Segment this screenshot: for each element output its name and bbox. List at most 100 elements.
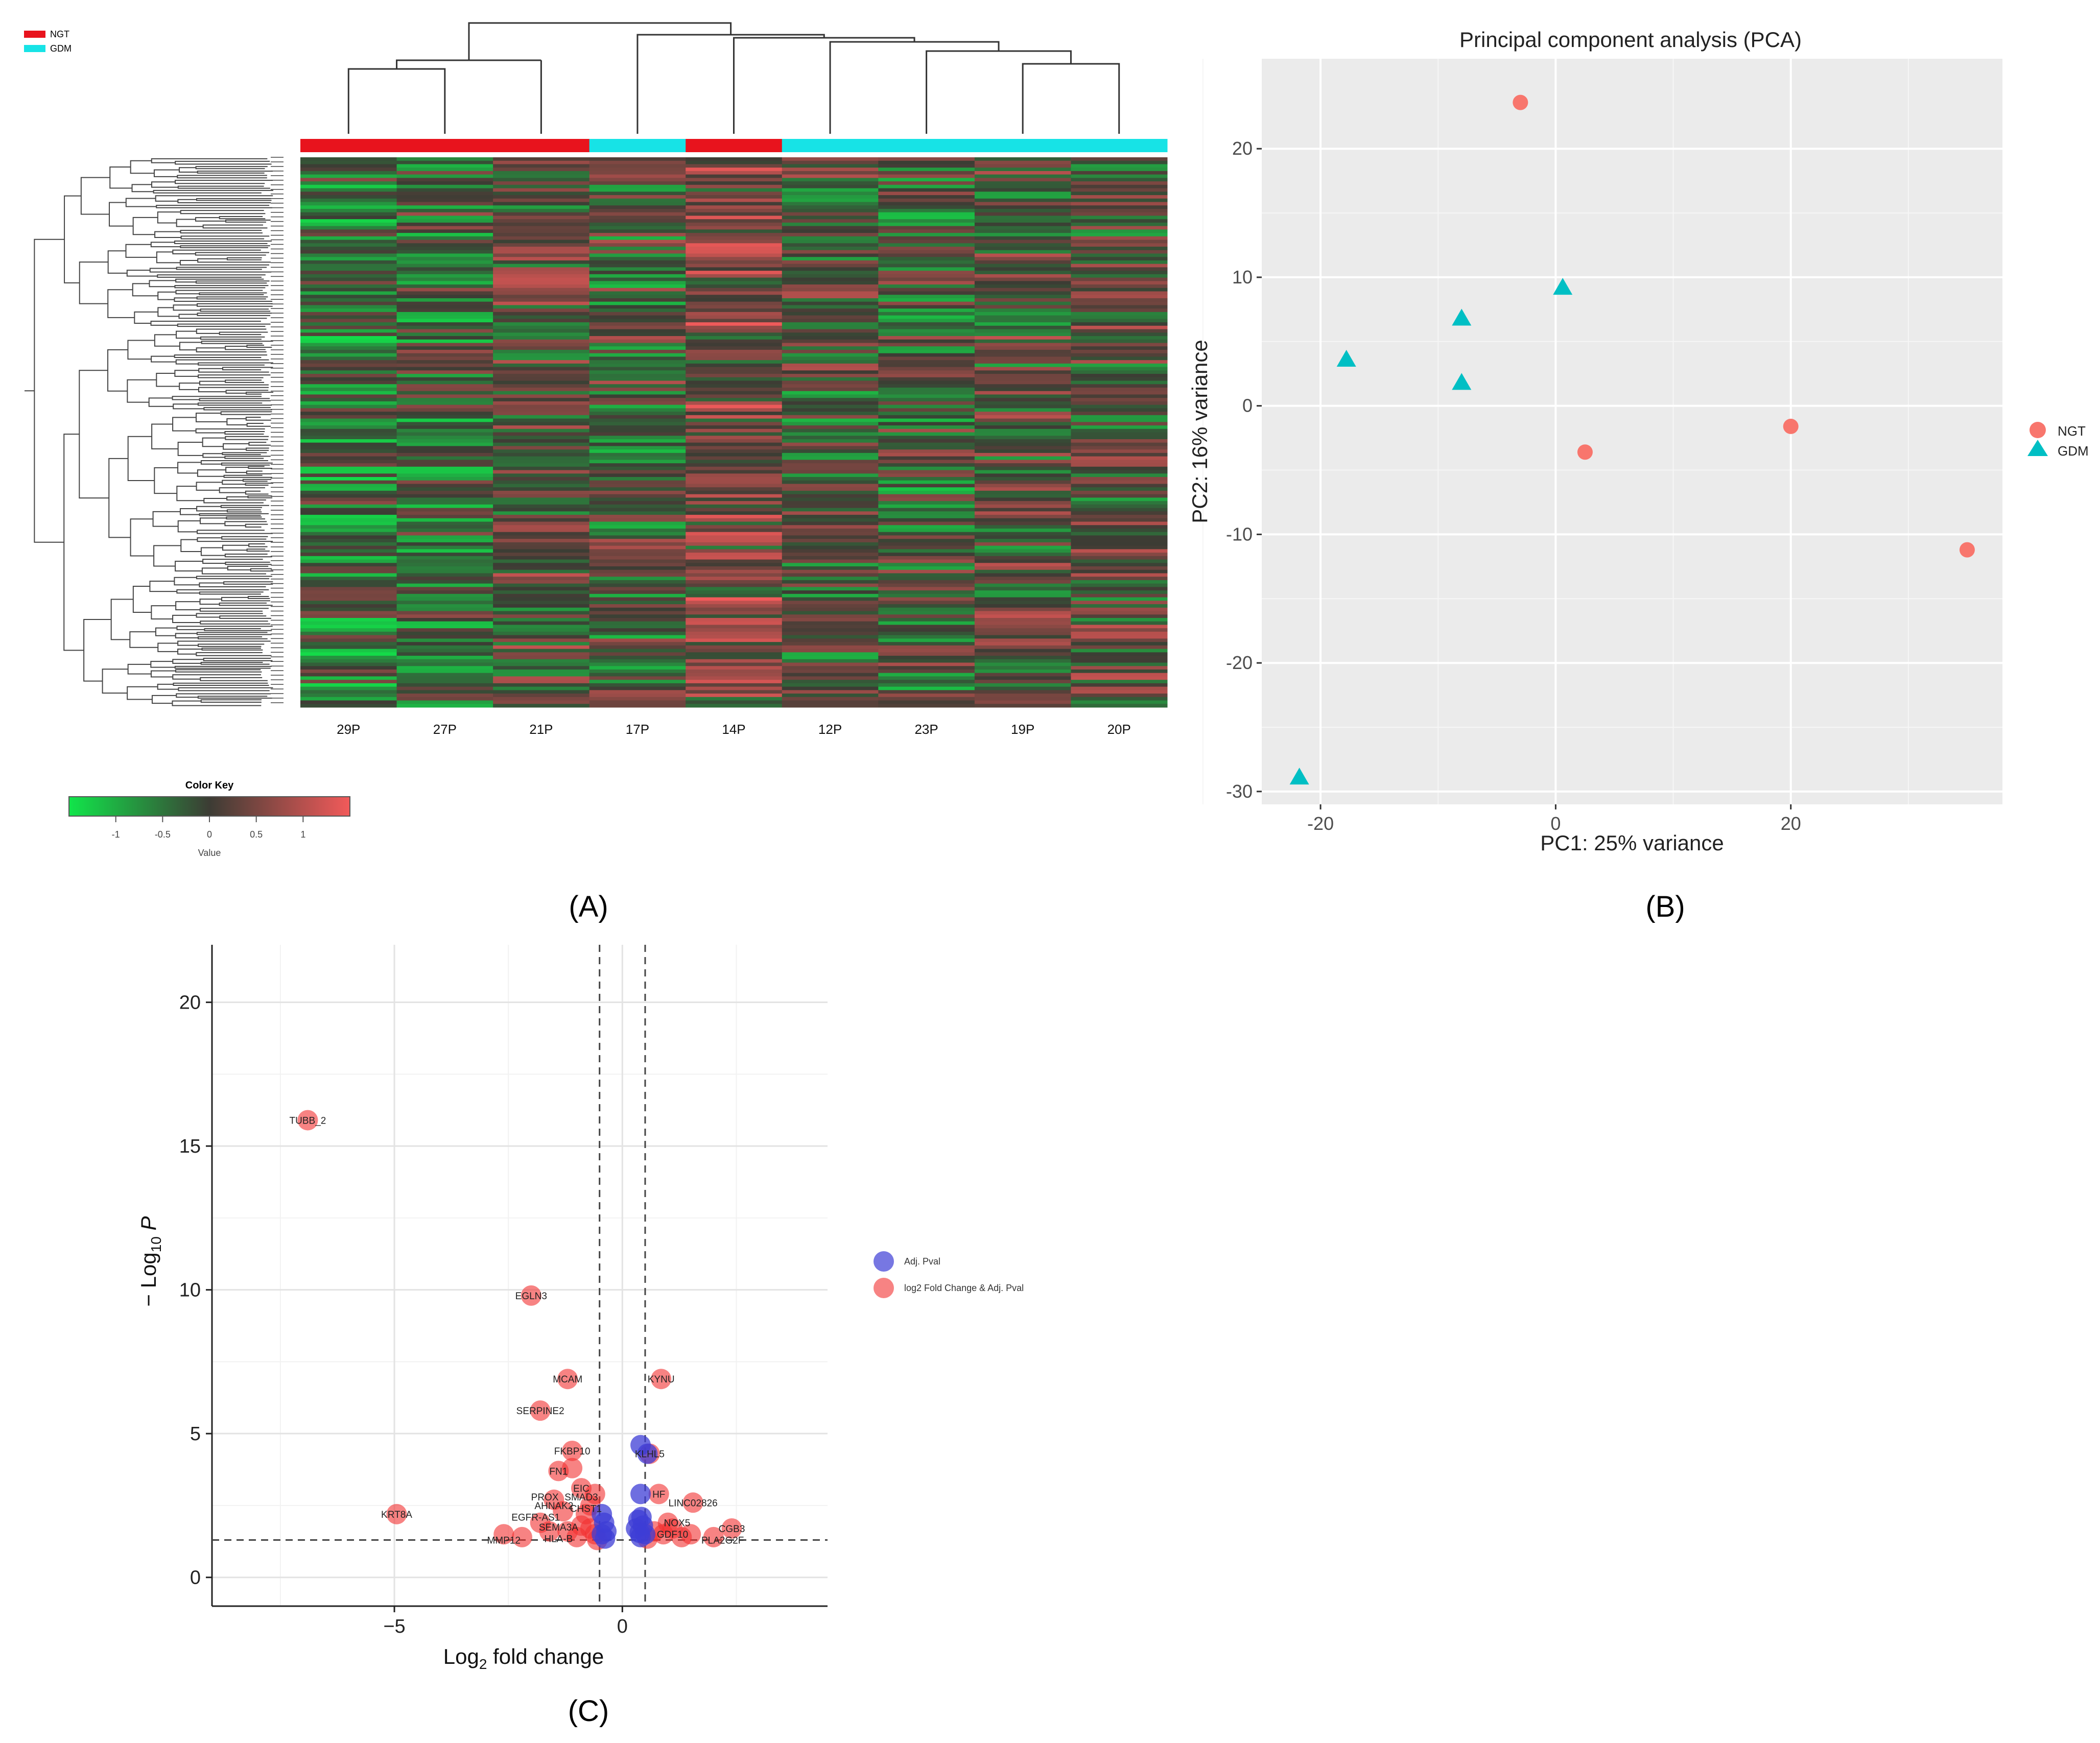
heatmap-cell: [1071, 171, 1168, 175]
heatmap-cell: [782, 192, 879, 196]
heatmap-cell: [396, 697, 493, 701]
heatmap-cell: [493, 463, 590, 467]
heatmap-cell: [300, 271, 397, 275]
heatmap-cell: [782, 391, 879, 395]
heatmap-cell: [686, 539, 783, 543]
heatmap-cell: [300, 274, 397, 278]
y-tick-label: 10: [1232, 267, 1253, 288]
heatmap-cell: [974, 271, 1071, 275]
heatmap-cell: [878, 697, 975, 701]
heatmap-cell: [396, 593, 493, 598]
heatmap-cell: [878, 412, 975, 416]
heatmap-cell: [1071, 686, 1168, 690]
volcano-legend-blue-marker: [874, 1251, 894, 1272]
heatmap-cell: [589, 360, 686, 364]
heatmap-cell: [686, 192, 783, 196]
heatmap-cell: [1071, 233, 1168, 237]
heatmap-cell: [878, 617, 975, 622]
heatmap-cell: [493, 253, 590, 257]
heatmap-cell: [300, 446, 397, 450]
heatmap-cell: [1071, 645, 1168, 650]
heatmap-cell: [493, 315, 590, 319]
heatmap-cell: [396, 157, 493, 161]
heatmap-cell: [974, 439, 1071, 443]
heatmap-cell: [782, 694, 879, 698]
heatmap-cell: [493, 683, 590, 687]
dendrogram-link: [222, 452, 267, 456]
dendrogram-link: [225, 467, 249, 473]
heatmap-cell: [493, 470, 590, 474]
heatmap-cell: [974, 553, 1071, 557]
heatmap-cell: [878, 219, 975, 223]
heatmap-cell: [396, 556, 493, 560]
heatmap-cell: [396, 484, 493, 488]
heatmap-cell: [493, 528, 590, 533]
heatmap-cell: [782, 645, 879, 650]
heatmap-cell: [782, 295, 879, 299]
pca-point-gdm: [1289, 768, 1309, 785]
dendrogram-link: [127, 340, 155, 360]
heatmap-cell: [300, 470, 397, 474]
heatmap-panel: NGT GDM 29P 27P 21P 17P 14P 12P 23P 19P 20P Colo…: [24, 22, 1168, 923]
heatmap-cell: [300, 298, 397, 302]
column-dendrogram: [347, 22, 1120, 134]
heatmap-cell: [782, 549, 879, 553]
heatmap-cell: [686, 212, 783, 216]
heatmap-cell: [493, 490, 590, 495]
heatmap-cell: [974, 305, 1071, 309]
heatmap-cell: [396, 532, 493, 536]
heatmap-cell: [878, 353, 975, 357]
gene-label: MMP12: [487, 1536, 521, 1546]
heatmap-cell: [493, 415, 590, 419]
gene-label: TUBB_2: [290, 1115, 326, 1126]
dendrogram-link: [224, 431, 265, 435]
heatmap-cell: [493, 384, 590, 388]
volcano-point-red: [562, 1458, 583, 1478]
heatmap-cell: [300, 264, 397, 268]
heatmap-cell: [493, 511, 590, 515]
heatmap-cell: [493, 422, 590, 426]
heatmap-cell: [589, 408, 686, 412]
heatmap-cell: [300, 257, 397, 261]
dendrogram-link: [225, 390, 269, 394]
heatmap-cell: [878, 504, 975, 509]
dendrogram-link: [245, 523, 268, 528]
heatmap-cell: [782, 566, 879, 570]
heatmap-cell: [589, 662, 686, 666]
heatmap-cell: [493, 367, 590, 371]
heatmap-cell: [686, 563, 783, 567]
heatmap-cell: [1071, 553, 1168, 557]
heatmap-cell: [782, 404, 879, 409]
heatmap-cell: [1071, 160, 1168, 164]
heatmap-cell: [974, 332, 1071, 337]
heatmap-cell: [300, 452, 397, 457]
color-key-tick-label: 0.5: [250, 829, 263, 840]
heatmap-cell: [686, 597, 783, 601]
heatmap-cell: [493, 484, 590, 488]
heatmap-cell: [1071, 694, 1168, 698]
heatmap-cell: [589, 332, 686, 337]
heatmap-cell: [300, 662, 397, 666]
heatmap-cell: [974, 168, 1071, 172]
heatmap-cell: [974, 569, 1071, 574]
dendrogram-link: [177, 648, 202, 655]
gene-label: CGB3: [719, 1524, 745, 1535]
heatmap-cell: [686, 439, 783, 443]
dendrogram-link: [180, 230, 263, 234]
heatmap-cell: [974, 312, 1071, 316]
heatmap-cell: [589, 284, 686, 289]
heatmap-cell: [589, 312, 686, 316]
heatmap-cell: [974, 401, 1071, 405]
heatmap-cell: [686, 463, 783, 467]
heatmap-cell: [589, 394, 686, 398]
heatmap-cell: [493, 638, 590, 642]
heatmap-cell: [878, 295, 975, 299]
heatmap-cell: [589, 442, 686, 446]
heatmap-cell: [686, 198, 783, 203]
heatmap-cell: [878, 267, 975, 271]
heatmap-cell: [300, 247, 397, 251]
heatmap-cell: [1071, 332, 1168, 337]
gene-label: KYNU: [648, 1374, 675, 1385]
heatmap-cell: [686, 590, 783, 594]
heatmap-cell: [396, 277, 493, 281]
